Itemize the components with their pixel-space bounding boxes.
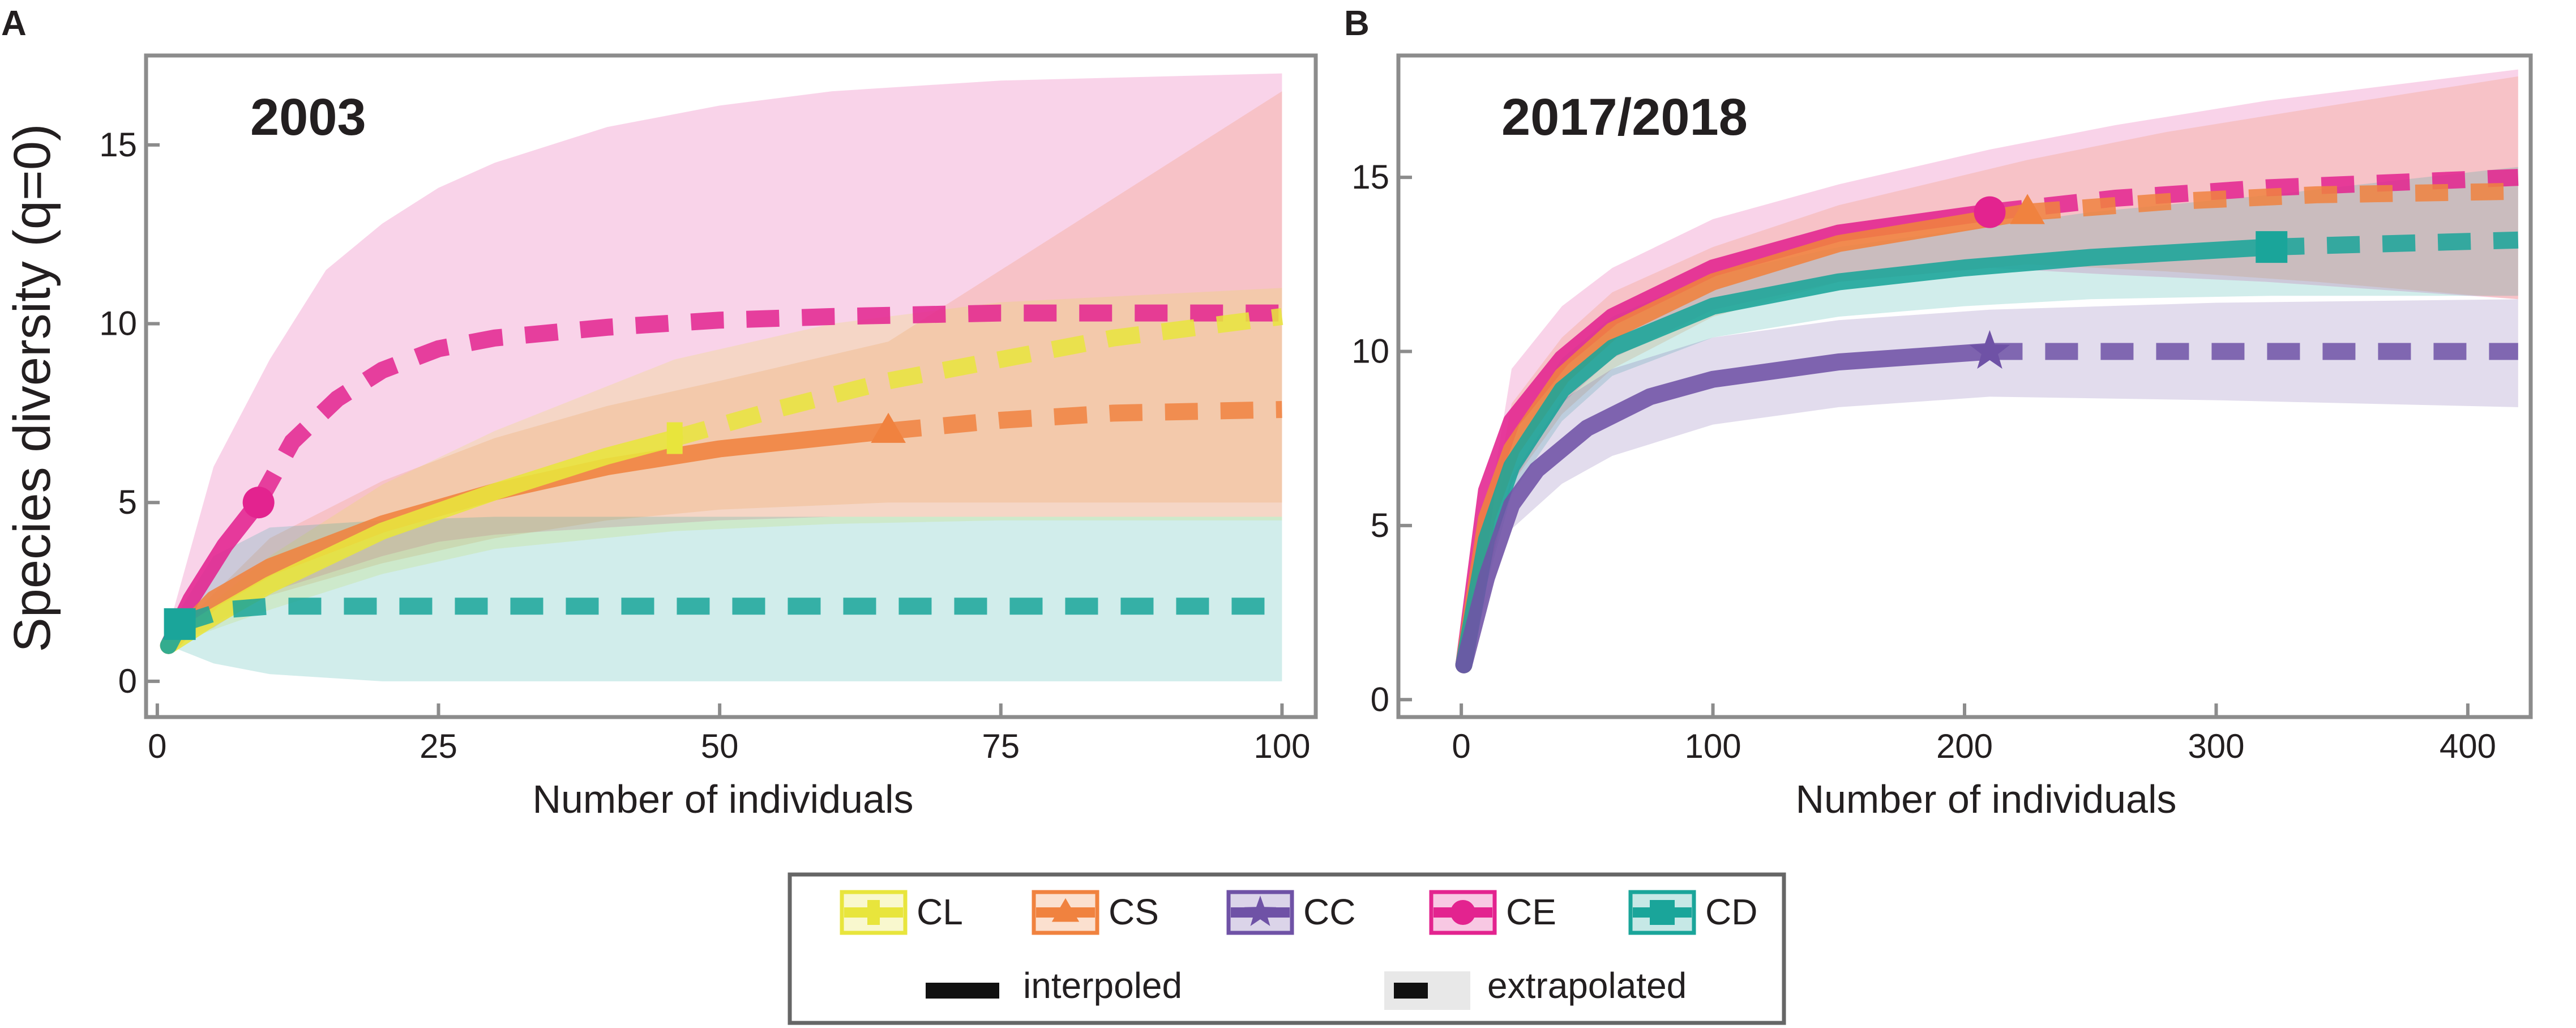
panel-a-x-tick-label: 0 [148, 727, 166, 765]
panel-a-marker-cl [666, 422, 683, 454]
legend-marker-cl [867, 900, 880, 925]
interpolated-swatch [926, 983, 999, 999]
panel-a-plot: 0 25 50 75 100 0 5 10 15 [99, 73, 1310, 765]
legend-entries: CL CS CC CE CD [840, 890, 1757, 935]
panel-b-band-cc [1464, 299, 2518, 668]
legend-label-cl: CL [917, 891, 963, 932]
interpolated-label: interpoled [1023, 965, 1182, 1006]
legend-item-cl: CL [840, 890, 963, 935]
panel-b-interp-cc [1455, 343, 1999, 673]
panel-a-extrap-cl [672, 308, 1283, 446]
panel-a-marker-cd [164, 608, 196, 640]
panel-a-extrap-cs [887, 401, 1282, 440]
panel-b-x-tick-label: 400 [2440, 727, 2496, 765]
panel-b-y-tick-label: 5 [1371, 506, 1389, 544]
panel-a-marker-ce [242, 487, 275, 519]
panel-b-interp-cd [1455, 238, 2280, 673]
panel-b-band-cs [1464, 76, 2518, 668]
legend-item-cd: CD [1628, 890, 1757, 935]
panel-a-x-axis-label: Number of individuals [532, 777, 913, 821]
panel-b-band-cd [1464, 167, 2518, 668]
panel-b-x-tick-label: 0 [1452, 727, 1470, 765]
panel-b: B 0 100 200 300 400 0 5 10 15 2017/2018 Number o… [1344, 4, 2533, 821]
panel-b-extrap-cs [2026, 182, 2519, 221]
legend-item-cs: CS [1032, 890, 1159, 935]
panel-a-frame [144, 53, 1318, 719]
panel-b-interp-ce [1455, 203, 1999, 673]
panel-a-band-cl [168, 288, 1282, 646]
legend-label-ce: CE [1506, 891, 1556, 932]
legend: CL CS CC CE CD interpoled extrapolated [788, 872, 1786, 1025]
legend-marker-ce [1450, 900, 1475, 925]
panel-a-extrap-ce [251, 304, 1282, 507]
legend-marker-cs [1051, 898, 1080, 922]
panel-a-x-tick-label: 75 [982, 727, 1020, 765]
panel-a-y-tick-label: 15 [99, 126, 137, 164]
panel-a-y-tick-label: 5 [118, 483, 137, 521]
legend-marker-cd [1650, 900, 1675, 925]
panel-b-band-ce [1464, 69, 2518, 668]
extrapolated-label: extrapolated [1487, 965, 1687, 1006]
legend-item-cc: CC [1226, 890, 1355, 935]
panel-b-marker-ce [1974, 196, 2006, 228]
panel-a-x-tick-label: 25 [420, 727, 457, 765]
panel-a-band-cd [168, 517, 1282, 681]
panel-b-x-tick-label: 300 [2188, 727, 2244, 765]
legend-label-cs: CS [1109, 891, 1159, 932]
panel-b-y-tick-label: 10 [1351, 332, 1389, 370]
panel-b-marker-cc [1969, 330, 2010, 369]
panel-b-x-axis-label: Number of individuals [1795, 777, 2176, 821]
panel-b-x-tick-label: 100 [1685, 727, 1741, 765]
panel-a-title: 2003 [250, 88, 366, 146]
y-axis-label: Species diversity (q=0) [3, 123, 61, 652]
panel-b-x-tick-label: 200 [1936, 727, 1993, 765]
panel-b-y-tick-label: 0 [1371, 680, 1389, 718]
panel-a-x-tick-label: 100 [1253, 727, 1310, 765]
panel-b-letter: B [1344, 4, 1370, 43]
panel-a-x-tick-label: 50 [701, 727, 739, 765]
panel-a-marker-cs [871, 412, 906, 443]
panel-b-marker-cd [2256, 231, 2288, 263]
panel-a-letter: A [1, 4, 27, 43]
extrapolated-swatch [1394, 983, 1428, 999]
panel-b-plot: 0 100 200 300 400 0 5 10 15 [1351, 69, 2519, 765]
panel-a-y-tick-label: 10 [99, 305, 137, 343]
panel-b-y-tick-label: 15 [1351, 158, 1389, 196]
legend-label-cc: CC [1303, 891, 1355, 932]
panel-b-extrap-cd [2271, 231, 2519, 256]
panel-a: A 0 25 50 75 100 0 5 10 15 2003 Species diversit… [1, 4, 1318, 821]
panel-b-title: 2017/2018 [1501, 88, 1748, 146]
legend-label-cd: CD [1705, 891, 1757, 932]
panel-a-interp-cl [160, 429, 683, 654]
legend-marker-cc [1244, 895, 1277, 926]
panel-a-y-tick-label: 0 [118, 662, 137, 700]
legend-item-ce: CE [1429, 890, 1556, 935]
panel-b-marker-cs [2010, 194, 2045, 224]
